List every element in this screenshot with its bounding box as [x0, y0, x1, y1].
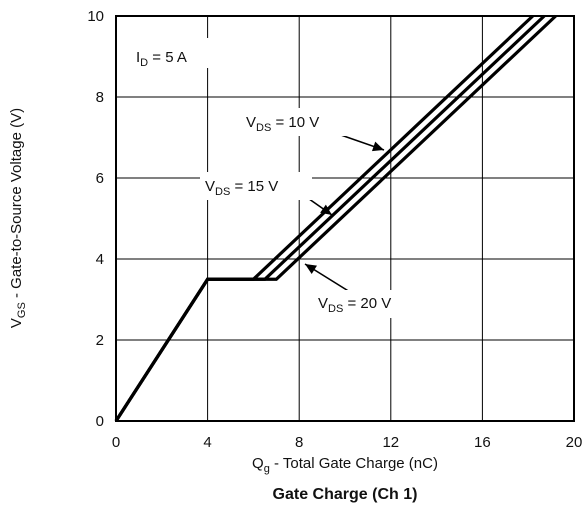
annotation-vds-20: VDS = 20 V [318, 295, 391, 315]
y-tick-label-3: 6 [96, 170, 104, 187]
y-tick-label-4: 8 [96, 89, 104, 106]
y-tick-label-2: 4 [96, 251, 104, 268]
series-line-2 [114, 14, 557, 422]
x-tick-label-4: 16 [474, 434, 491, 451]
y-tick-label-0: 0 [96, 413, 104, 430]
series-line-0 [114, 14, 534, 422]
series-line-1 [114, 14, 546, 422]
y-axis-label: VGS - Gate-to-Source Voltage (V) [8, 108, 28, 328]
annotation-arrow-vds-15-head [320, 204, 332, 215]
x-axis-label: Qg - Total Gate Charge (nC) [252, 455, 438, 475]
x-tick-label-5: 20 [566, 434, 583, 451]
grid-lines [116, 16, 574, 421]
annotation-vds-10: VDS = 10 V [246, 114, 319, 134]
annotation-leaders [301, 133, 385, 293]
annotation-arrow-vds-10-head [371, 141, 384, 152]
x-tick-label-2: 8 [295, 434, 303, 451]
x-tick-label-3: 12 [382, 434, 399, 451]
chart-title: Gate Charge (Ch 1) [273, 486, 418, 503]
annotation-arrow-vds-20-head [305, 264, 317, 275]
annotation-vds-15: VDS = 15 V [205, 178, 278, 198]
x-tick-label-0: 0 [112, 434, 120, 451]
tick-labels: 0 4 8 12 16 20 0 2 4 6 8 10 [87, 8, 582, 451]
x-tick-label-1: 4 [203, 434, 211, 451]
y-tick-label-5: 10 [87, 8, 104, 25]
condition-label: ID = 5 A [136, 49, 187, 69]
y-tick-label-1: 2 [96, 332, 104, 349]
series-lines [114, 14, 557, 422]
plot-frame [115, 15, 575, 422]
